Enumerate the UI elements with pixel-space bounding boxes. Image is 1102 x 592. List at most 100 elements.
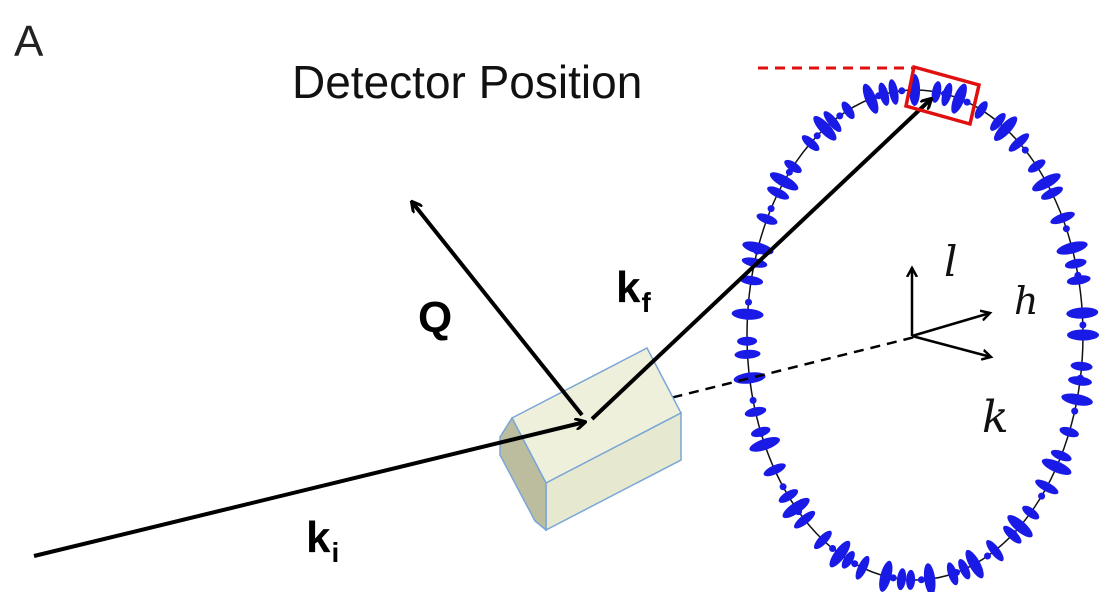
ring-dot [1041, 186, 1063, 200]
ring-dot [829, 540, 851, 568]
ring-dots [731, 74, 1099, 592]
ring-dot [946, 562, 959, 586]
axis-k-label: k [982, 392, 1009, 443]
ring-dot [993, 116, 1018, 141]
ring-dot [1050, 449, 1072, 462]
ring-dot [1056, 241, 1088, 255]
ring-dot-small [779, 483, 787, 491]
ring-dot-small [984, 552, 991, 560]
scattering-ring [731, 74, 1099, 592]
ring-dot-small [749, 396, 757, 404]
ring-dot [801, 135, 820, 152]
crystal-sample [499, 346, 683, 532]
axis-l-label: l [944, 237, 957, 286]
ring-dot [731, 308, 764, 320]
ring-dot [742, 241, 774, 255]
ring-dot-small [851, 560, 859, 568]
ring-dot [1070, 361, 1093, 371]
crystal-side-face [499, 416, 547, 532]
ring-dot [782, 497, 810, 519]
ring-dot-small [1071, 407, 1079, 415]
ring-dot [862, 83, 879, 114]
axis-k-arrow [911, 334, 991, 357]
ring-dot [879, 560, 893, 592]
ring-dot-small [1062, 225, 1070, 233]
ring-dot [744, 406, 767, 417]
ring-dot [1066, 275, 1091, 285]
ring-dot [813, 115, 837, 141]
ring-dot [763, 463, 786, 477]
panel-label: A [14, 17, 44, 66]
ring-dot [1027, 159, 1046, 173]
ring-dot [1066, 307, 1099, 319]
ring-dot-small [917, 576, 925, 584]
ring-dot [1050, 211, 1075, 225]
ring-dot [1007, 514, 1033, 538]
ring-dot-small [1038, 492, 1046, 500]
axis-h-arrow [911, 313, 990, 338]
ring-dot [1067, 329, 1099, 341]
ring-dot [951, 83, 967, 114]
ring-dot [896, 568, 907, 591]
ring-dot [734, 349, 761, 359]
ring-dot [1041, 458, 1072, 475]
ring-dot-small [898, 87, 906, 95]
incident-vector-arrow [33, 422, 585, 558]
ring-dot [823, 111, 842, 133]
ring-dot [751, 426, 771, 438]
ring-dot [813, 530, 832, 550]
ring-dot [756, 213, 778, 225]
ring-dot [974, 101, 988, 119]
ring-dot [965, 549, 984, 579]
ring-dot [739, 275, 764, 286]
ring-dot-small [1021, 146, 1029, 154]
ring-dot [733, 372, 766, 384]
ring-dot [855, 555, 870, 580]
ring-dot-small [963, 98, 971, 106]
ring-dot [784, 159, 802, 174]
ring-dot-small [889, 574, 897, 582]
reciprocal-axes: l h k [912, 237, 1038, 443]
ring-dot-small [836, 112, 844, 120]
ring-dot [906, 569, 916, 590]
ring-dot [986, 540, 1004, 562]
ring-dot [888, 79, 899, 105]
ring-dot [990, 112, 1006, 131]
ring-dot [778, 489, 799, 503]
ring-dot-small [1079, 321, 1087, 329]
ring-dot [878, 82, 890, 106]
ring-dot [794, 510, 816, 529]
detector-label: Detector Position [292, 56, 642, 108]
ring-dot [841, 101, 855, 120]
ring-dot [749, 437, 780, 452]
ring-dot [1022, 505, 1040, 520]
ring-dot-small [829, 545, 837, 552]
ring-dot-small [745, 298, 752, 306]
ring-dot [1059, 426, 1079, 438]
scattered-vector-arrow [590, 99, 931, 421]
ring-dot-small [813, 132, 821, 140]
axis-h-label: h [1014, 279, 1038, 323]
ring-dot [931, 81, 942, 103]
ring-dot-small [767, 205, 775, 213]
momentum-transfer-arrow [412, 202, 584, 417]
detector-box [903, 64, 982, 127]
ring-dot [737, 336, 758, 346]
scattered-vector-label: kf [616, 263, 651, 318]
ring-dot [1061, 393, 1093, 406]
ring-dot [1003, 525, 1022, 544]
ring-dot [1035, 479, 1059, 495]
momentum-transfer-label: Q [418, 293, 452, 342]
ring-dot [941, 82, 953, 107]
ring-dot [1068, 376, 1092, 386]
ring-dot [841, 551, 855, 569]
incident-vector-label: ki [306, 513, 339, 568]
ring-dot [1008, 133, 1030, 152]
ring-dot [767, 186, 790, 200]
ring-dot [923, 563, 936, 592]
ring-dot [1032, 173, 1061, 192]
ring-dot [1064, 258, 1087, 269]
ring-dot [958, 558, 971, 580]
ring-dot [769, 172, 799, 191]
